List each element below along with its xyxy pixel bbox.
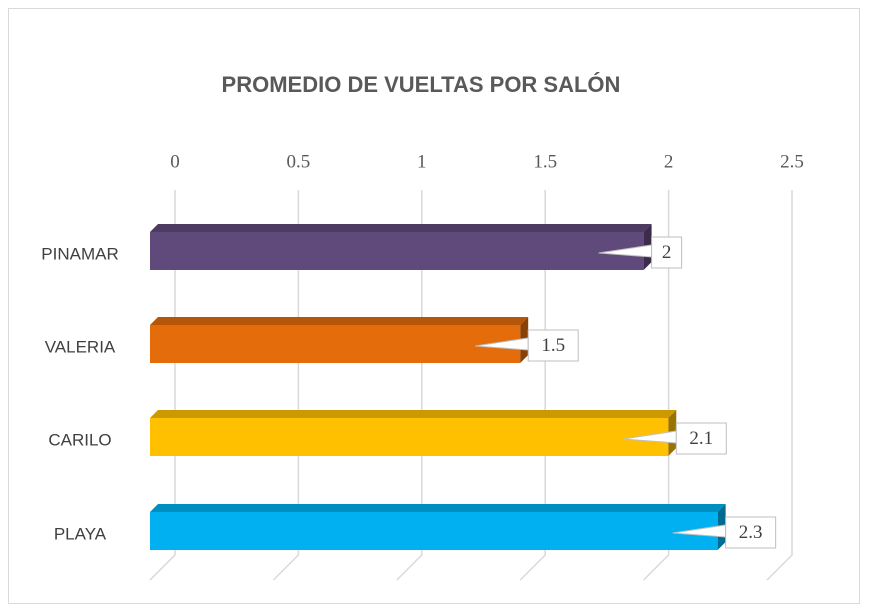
bar-top (150, 224, 652, 232)
grid-line (149, 190, 176, 581)
data-label: 2.3 (739, 522, 763, 543)
data-label: 2 (662, 242, 672, 263)
x-tick-label: 2.5 (780, 151, 804, 172)
category-label: PLAYA (54, 524, 107, 543)
data-label-box (725, 516, 777, 549)
data-label-box (527, 329, 579, 362)
x-tick-label: 1 (417, 151, 427, 172)
category-label: PINAMAR (41, 244, 118, 263)
bar-top (150, 504, 726, 512)
x-tick-label: 2 (664, 151, 674, 172)
x-tick-label: 0 (170, 151, 180, 172)
bar (150, 232, 644, 270)
grid-line (396, 190, 423, 581)
grid-line (272, 190, 300, 581)
x-tick-label: 0.5 (287, 151, 311, 172)
chart-title: PROMEDIO DE VUELTAS POR SALÓN (222, 72, 621, 97)
bar-top (150, 317, 529, 325)
grid-line (643, 190, 670, 581)
category-label: VALERIA (45, 337, 116, 356)
data-label: 2.1 (689, 428, 713, 449)
data-label: 1.5 (541, 335, 565, 356)
category-label: CARILO (48, 430, 111, 449)
bar (150, 418, 669, 456)
grid-line (766, 190, 793, 581)
bar (150, 512, 718, 550)
grid-line (519, 190, 546, 581)
bar-top (150, 410, 677, 418)
x-tick-label: 1.5 (533, 151, 557, 172)
bar (150, 325, 521, 363)
data-label-box (675, 422, 727, 455)
data-label-box (651, 236, 683, 269)
